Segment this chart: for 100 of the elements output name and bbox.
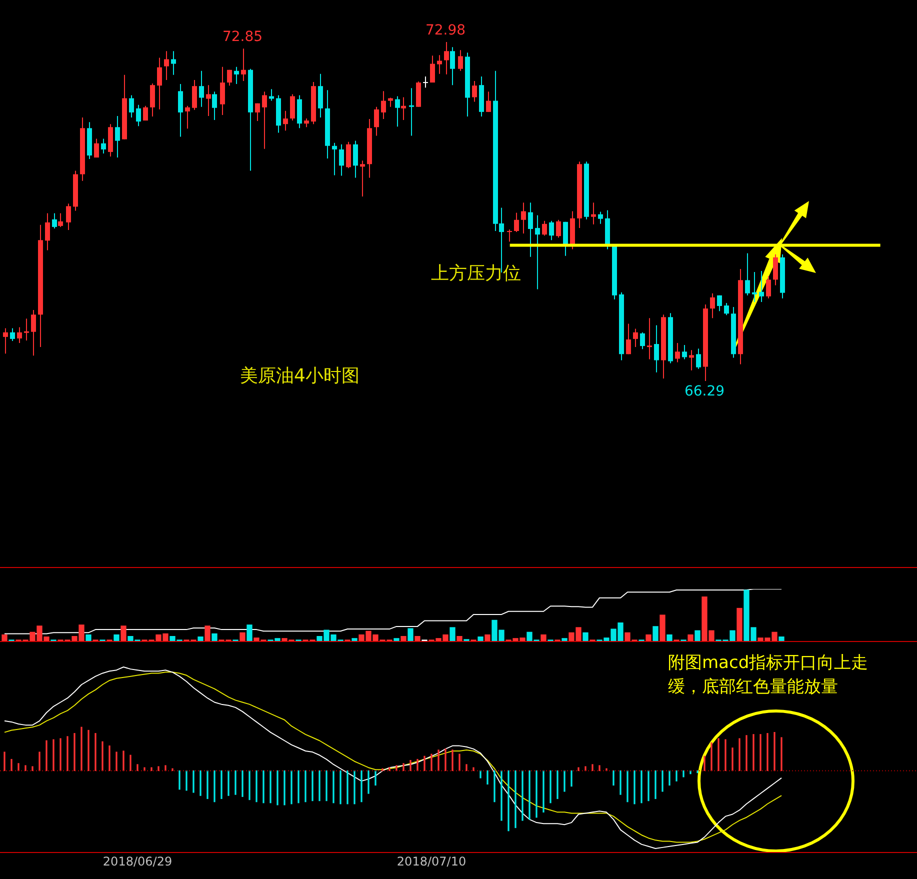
bar: [540, 634, 546, 641]
candlestick: [773, 254, 778, 286]
bar: [478, 636, 484, 641]
candlestick: [535, 214, 540, 290]
candlestick: [717, 294, 722, 312]
candlestick: [542, 220, 547, 236]
candlestick: [52, 212, 57, 229]
candlestick: [654, 324, 659, 373]
candlestick: [444, 42, 449, 75]
candlestick: [647, 318, 652, 360]
candlestick: [212, 91, 217, 121]
candlestick: [192, 80, 197, 110]
candlestick: [423, 76, 428, 88]
candlestick: [752, 272, 757, 302]
candlestick: [115, 115, 120, 158]
bar: [86, 634, 92, 641]
candlestick: [241, 48, 246, 82]
candlestick: [199, 70, 204, 108]
annotation: 66.29: [684, 384, 725, 400]
candlestick: [598, 211, 603, 224]
bar: [694, 630, 700, 641]
candlestick: [157, 57, 162, 110]
candlestick: [563, 221, 568, 256]
bar: [456, 636, 462, 641]
bar: [484, 634, 490, 641]
candlestick: [549, 220, 554, 241]
bar: [778, 636, 784, 641]
candlestick: [528, 202, 533, 258]
candlestick: [290, 94, 295, 122]
candlestick: [94, 138, 99, 158]
candlestick: [766, 276, 771, 299]
bar: [666, 634, 672, 641]
candlestick: [521, 202, 526, 234]
candlestick: [185, 105, 190, 130]
candlestick: [164, 50, 169, 81]
candlestick: [58, 212, 63, 228]
annotation: 72.98: [425, 22, 466, 39]
candlestick: [450, 46, 455, 86]
candlestick: [374, 106, 379, 136]
candlestick: [339, 144, 344, 176]
candlestick: [401, 96, 406, 121]
bar: [400, 636, 406, 641]
candlestick: [472, 80, 477, 102]
candlestick: [696, 348, 701, 370]
candlestick: [633, 328, 638, 348]
bar: [688, 634, 694, 641]
bar: [246, 624, 252, 641]
candlestick: [689, 350, 694, 371]
bar: [736, 608, 742, 641]
candlestick: [507, 228, 512, 242]
candlestick: [724, 302, 729, 316]
candlestick: [101, 138, 106, 154]
candlestick: [143, 105, 148, 122]
candlestick: [682, 344, 687, 360]
candlestick: [360, 160, 365, 198]
bar: [212, 633, 218, 641]
candlestick: [220, 66, 225, 116]
bar: [240, 632, 246, 641]
candlestick: [234, 66, 239, 85]
candlestick: [255, 102, 260, 122]
ref-line-label: 上方压力位: [430, 262, 521, 284]
x-tick-label: 2018/07/10: [396, 854, 466, 868]
candlestick: [710, 292, 715, 319]
candlestick: [556, 219, 561, 238]
candlestick: [129, 94, 134, 118]
bar: [652, 626, 658, 641]
candlestick: [626, 323, 631, 355]
annotation: 72.85: [222, 29, 263, 46]
bar: [660, 614, 666, 641]
candlestick: [395, 96, 400, 128]
candlestick: [206, 84, 211, 116]
candlestick: [640, 332, 645, 350]
candlestick: [332, 142, 337, 176]
bar: [114, 634, 120, 641]
candlestick: [283, 110, 288, 132]
candlestick: [430, 55, 435, 84]
candlestick: [353, 140, 358, 178]
bar: [198, 636, 204, 641]
candlestick: [381, 90, 386, 120]
annotation: 美原油4小时图: [240, 366, 360, 387]
candlestick: [591, 202, 596, 225]
candlestick: [675, 342, 680, 363]
candlestick: [66, 203, 71, 230]
candlestick: [150, 83, 155, 117]
candlestick: [388, 97, 393, 108]
bar: [646, 634, 652, 641]
candlestick: [514, 212, 519, 233]
bar: [120, 626, 126, 641]
candlestick: [3, 328, 8, 354]
candlestick: [437, 54, 442, 74]
candlestick: [318, 73, 323, 118]
bar: [204, 626, 210, 641]
candlestick: [759, 270, 764, 302]
candlestick: [136, 104, 141, 127]
annotation: 附图macd指标开口向上走缓，底部红色量能放量: [668, 652, 868, 697]
candlestick: [227, 69, 232, 86]
candlestick: [10, 328, 15, 342]
candlestick: [45, 212, 50, 251]
bar: [562, 638, 568, 641]
bar: [394, 638, 400, 641]
